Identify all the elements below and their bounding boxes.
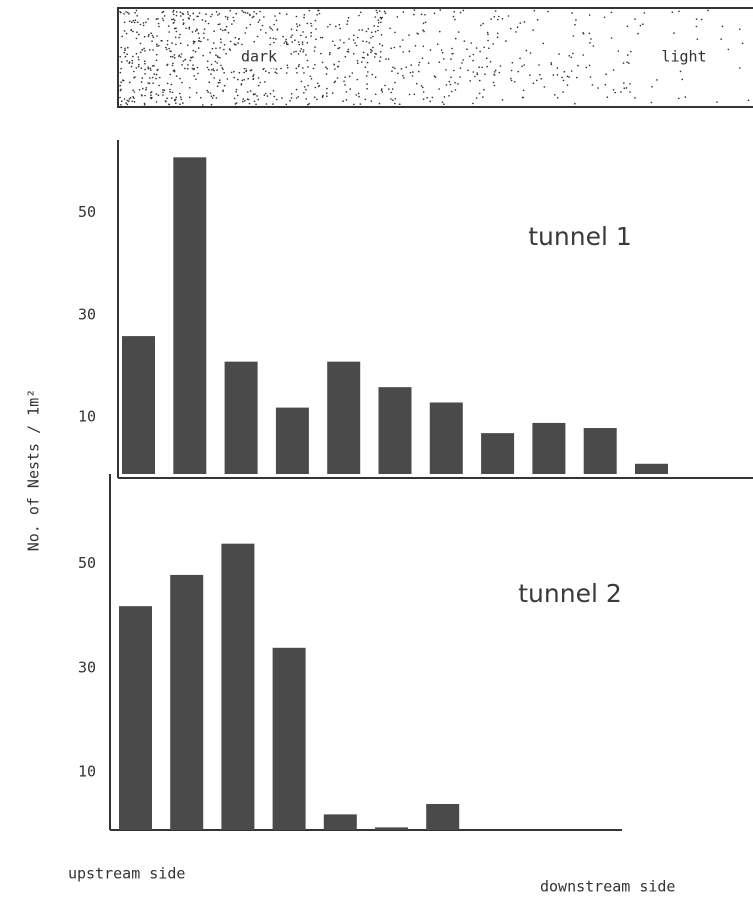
upstream-label: upstream side [68, 865, 185, 883]
bar [429, 402, 463, 474]
downstream-label: downstream side [540, 878, 675, 896]
bar [327, 361, 361, 474]
panel-title: tunnel 1 [528, 222, 632, 251]
bar [170, 574, 204, 830]
y-tick-label: 10 [78, 762, 96, 780]
bar [583, 428, 617, 474]
stipple-dots [119, 9, 750, 106]
bar [119, 606, 152, 830]
bar [532, 422, 566, 474]
bar [221, 543, 255, 830]
bar [122, 336, 155, 474]
label-box [232, 46, 286, 68]
label-box [648, 46, 720, 68]
bar [375, 827, 408, 830]
bar [426, 803, 460, 830]
bar [323, 814, 357, 830]
bar [481, 433, 515, 474]
bar [635, 463, 668, 474]
y-tick-label: 30 [78, 658, 96, 676]
y-tick-label: 10 [78, 407, 96, 425]
y-tick-label: 30 [78, 305, 96, 323]
panel-title: tunnel 2 [518, 579, 622, 608]
y-axis-label: No. of Nests / 1m² [25, 389, 43, 552]
bar [224, 361, 258, 474]
y-tick-label: 50 [78, 554, 96, 572]
bar [275, 407, 309, 474]
y-tick-label: 50 [78, 203, 96, 221]
bar [272, 647, 306, 830]
dark-label: dark [241, 48, 277, 66]
bar [173, 157, 207, 475]
bar [378, 387, 412, 474]
light-label: light [661, 48, 706, 66]
